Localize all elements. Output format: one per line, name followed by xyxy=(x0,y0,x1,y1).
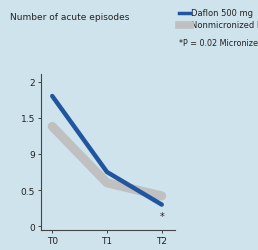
Text: Daflon 500 mg: Daflon 500 mg xyxy=(191,9,253,18)
Text: Nonmicronized Diosmin: Nonmicronized Diosmin xyxy=(191,21,258,30)
Text: *P = 0.02 Micronized vs nonmicronized: *P = 0.02 Micronized vs nonmicronized xyxy=(179,39,258,48)
Text: *: * xyxy=(159,211,164,221)
Text: Number of acute episodes: Number of acute episodes xyxy=(10,12,130,22)
